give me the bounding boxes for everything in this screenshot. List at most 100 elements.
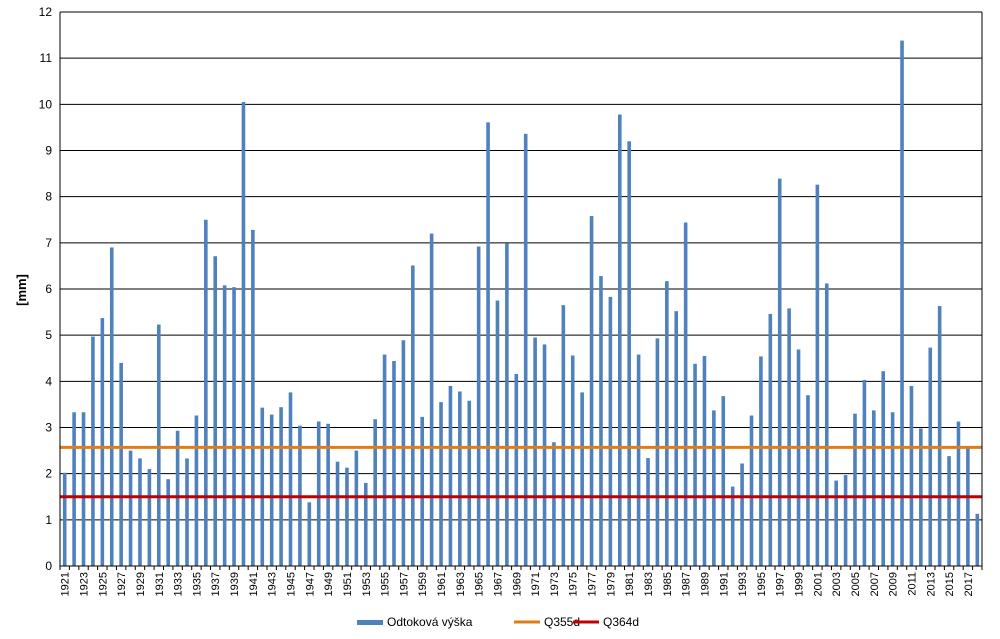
legend-swatch — [357, 620, 383, 625]
legend-label: Q364d — [603, 615, 639, 629]
bar-1939 — [232, 287, 236, 566]
bar-2003 — [834, 480, 838, 566]
bar-1997 — [777, 178, 782, 566]
bar-1964 — [467, 400, 472, 566]
bar-1984 — [655, 338, 660, 566]
bar-2011 — [909, 385, 914, 566]
legend: Odtoková výška Q355d Q364d — [357, 615, 639, 629]
bar-1961 — [439, 402, 443, 566]
bar-1934 — [185, 458, 189, 566]
bar-2010 — [900, 40, 904, 567]
y-tick-label: 9 — [45, 144, 52, 158]
x-tick-label: 1961 — [436, 572, 448, 596]
bar-1938 — [222, 285, 227, 566]
x-tick-label: 2013 — [925, 572, 937, 596]
bar-1998 — [787, 308, 791, 566]
bar-1944 — [279, 407, 283, 566]
bar-1945 — [288, 392, 293, 566]
bar-1973 — [552, 442, 556, 566]
y-tick-label: 4 — [45, 374, 52, 388]
bar-1986 — [674, 311, 679, 566]
bar-1931 — [156, 324, 161, 566]
bar-1970 — [523, 133, 528, 566]
bar-1959 — [420, 416, 425, 566]
bar-1971 — [533, 337, 537, 566]
bar-1988 — [693, 363, 697, 566]
bar-1922 — [72, 412, 76, 566]
y-tick-label: 11 — [40, 51, 53, 65]
bar-1925 — [100, 318, 105, 566]
x-tick-label: 2015 — [944, 572, 956, 596]
x-tick-label: 1969 — [511, 572, 523, 596]
bar-1966 — [486, 122, 490, 566]
x-tick-label: 1935 — [191, 572, 203, 596]
y-tick-label: 10 — [39, 97, 53, 111]
x-tick-label: 1987 — [681, 572, 693, 596]
x-tick-label: 1953 — [361, 572, 373, 596]
bar-1962 — [448, 385, 453, 566]
y-axis-label: [mm] — [14, 274, 29, 306]
bar-1933 — [175, 430, 180, 566]
bar-2004 — [843, 475, 848, 566]
x-tick-label: 1951 — [342, 572, 354, 596]
reference-lines — [60, 445, 982, 499]
x-tick-label: 1977 — [587, 572, 599, 596]
bar-2017 — [966, 446, 970, 566]
x-tick-label: 1993 — [737, 572, 749, 596]
bar-1999 — [796, 349, 801, 566]
x-tick-label: 1933 — [173, 572, 185, 596]
x-tick-label: 1945 — [286, 572, 298, 596]
bar-1953 — [363, 482, 368, 566]
bar-1994 — [749, 415, 754, 566]
bar-1952 — [354, 450, 359, 566]
y-tick-label: 0 — [45, 559, 52, 573]
bar-1937 — [213, 256, 218, 566]
x-tick-label: 1931 — [154, 572, 166, 596]
bar-1929 — [138, 458, 142, 566]
bar-1974 — [561, 305, 566, 566]
x-tick-label: 2009 — [888, 572, 900, 596]
bar-1969 — [514, 373, 519, 566]
bar-1935 — [194, 415, 199, 566]
y-tick-label: 5 — [45, 328, 52, 342]
bar-1983 — [646, 457, 650, 566]
x-tick-label: 1989 — [699, 572, 711, 596]
bar-1980 — [617, 114, 622, 567]
x-tick-label: 1937 — [210, 572, 222, 596]
bar-1924 — [91, 336, 95, 566]
bar-1975 — [570, 355, 575, 566]
y-tick-label: 7 — [45, 236, 52, 250]
x-tick-label: 1965 — [474, 572, 486, 596]
bar-1985 — [665, 281, 669, 566]
gridlines — [60, 11, 982, 521]
x-tick-label: 1985 — [662, 572, 674, 596]
x-tick-label: 1983 — [643, 572, 655, 596]
bar-1926 — [109, 247, 114, 566]
bar-1928 — [128, 450, 133, 566]
bar-2007 — [872, 410, 876, 566]
bar-1987 — [683, 222, 688, 566]
bar-1993 — [740, 463, 744, 566]
bar-1991 — [721, 396, 726, 566]
bar-1927 — [119, 362, 123, 566]
x-tick-label: 2007 — [869, 572, 881, 596]
y-tick-label: 3 — [45, 421, 52, 435]
bar-1948 — [316, 421, 321, 566]
bar-2002 — [824, 283, 829, 566]
bar-1930 — [147, 469, 152, 566]
bar-1960 — [429, 233, 434, 566]
bar-1950 — [335, 461, 340, 566]
bar-1951 — [345, 467, 349, 566]
bar-1949 — [326, 423, 330, 566]
x-tick-label: 1991 — [718, 572, 730, 596]
bar-1996 — [768, 313, 773, 566]
bar-1932 — [166, 479, 170, 566]
bar-1977 — [589, 216, 594, 566]
bar-1965 — [476, 246, 481, 566]
y-tick-label: 2 — [45, 467, 52, 481]
x-tick-label: 1955 — [380, 572, 392, 596]
x-tick-label: 1927 — [116, 572, 128, 596]
x-tick-label: 1947 — [304, 572, 316, 596]
